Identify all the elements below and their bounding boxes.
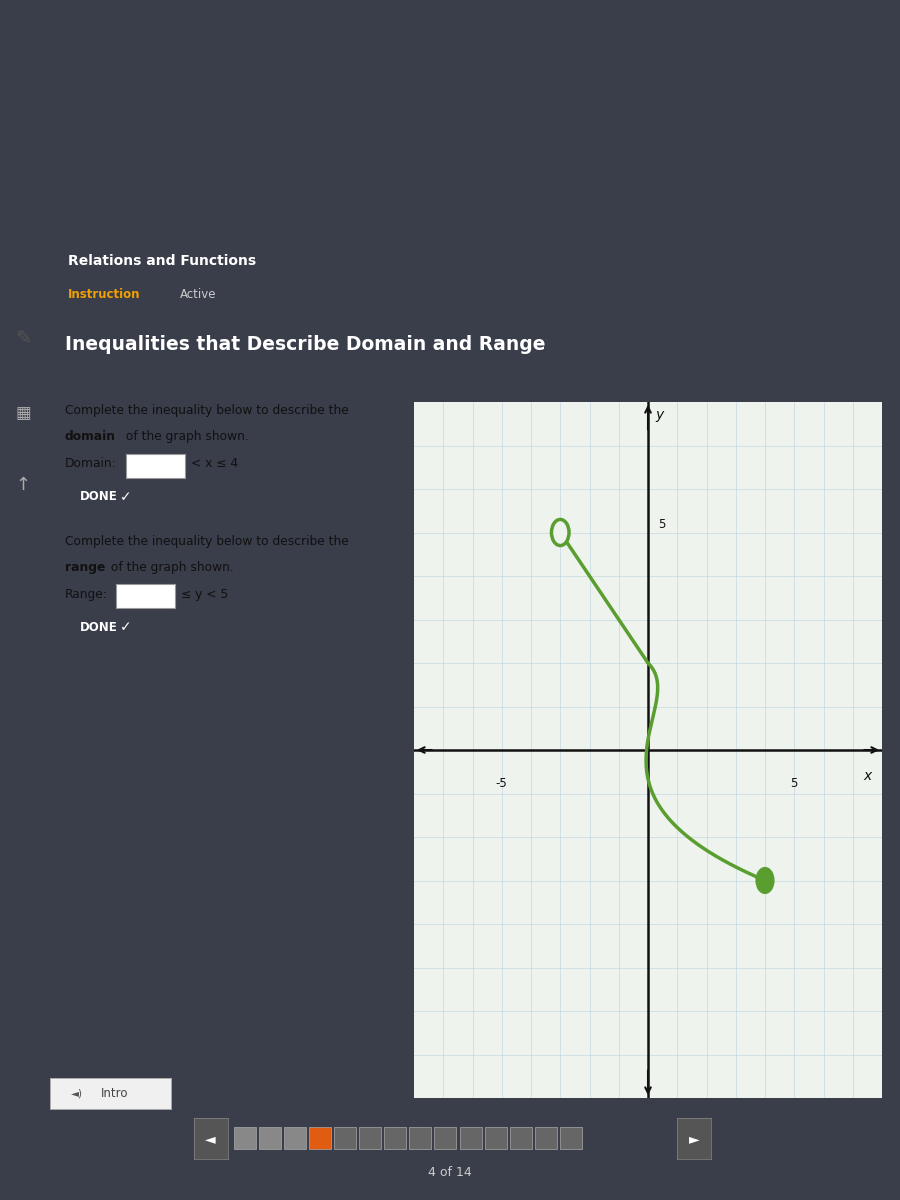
Text: -5: -5 bbox=[496, 776, 508, 790]
Text: ✓: ✓ bbox=[120, 490, 131, 504]
Bar bbox=[484, 1127, 507, 1148]
Text: ◄): ◄) bbox=[71, 1088, 84, 1098]
Bar bbox=[535, 1127, 557, 1148]
Text: Instruction: Instruction bbox=[68, 288, 140, 300]
Text: ↑: ↑ bbox=[16, 476, 31, 494]
Text: Active: Active bbox=[180, 288, 217, 300]
Text: ►: ► bbox=[688, 1132, 699, 1146]
Text: Domain:: Domain: bbox=[65, 457, 116, 470]
Text: ◄: ◄ bbox=[205, 1132, 216, 1146]
Text: 5: 5 bbox=[658, 518, 666, 532]
Bar bbox=[460, 1127, 482, 1148]
Text: domain: domain bbox=[65, 431, 116, 443]
Bar bbox=[234, 1127, 256, 1148]
Text: x: x bbox=[863, 769, 871, 784]
Circle shape bbox=[757, 869, 773, 893]
Text: Relations and Functions: Relations and Functions bbox=[68, 254, 256, 268]
Bar bbox=[435, 1127, 456, 1148]
Bar bbox=[384, 1127, 407, 1148]
Bar bbox=[410, 1127, 431, 1148]
Text: DONE: DONE bbox=[79, 491, 117, 503]
Text: DONE: DONE bbox=[79, 622, 117, 634]
Bar bbox=[310, 1127, 331, 1148]
Text: 4 of 14: 4 of 14 bbox=[428, 1166, 472, 1178]
Text: of the graph shown.: of the graph shown. bbox=[107, 562, 234, 574]
Text: y: y bbox=[655, 408, 664, 422]
Text: range: range bbox=[65, 562, 105, 574]
Text: of the graph shown.: of the graph shown. bbox=[122, 431, 248, 443]
Bar bbox=[359, 1127, 382, 1148]
Text: ▦: ▦ bbox=[15, 404, 32, 422]
Bar bbox=[334, 1127, 356, 1148]
Text: Range:: Range: bbox=[65, 588, 108, 600]
Text: ≤ y < 5: ≤ y < 5 bbox=[181, 588, 229, 600]
Text: 5: 5 bbox=[790, 776, 798, 790]
Text: < x ≤ 4: < x ≤ 4 bbox=[191, 457, 238, 470]
Bar bbox=[284, 1127, 306, 1148]
Circle shape bbox=[552, 520, 569, 546]
Bar bbox=[259, 1127, 281, 1148]
Text: ✓: ✓ bbox=[120, 620, 131, 635]
Text: ✎: ✎ bbox=[15, 330, 32, 348]
Bar bbox=[509, 1127, 532, 1148]
Text: Complete the inequality below to describe the: Complete the inequality below to describ… bbox=[65, 535, 348, 547]
Text: Inequalities that Describe Domain and Range: Inequalities that Describe Domain and Ra… bbox=[65, 335, 545, 354]
Text: Complete the inequality below to describe the: Complete the inequality below to describ… bbox=[65, 404, 348, 416]
Bar bbox=[560, 1127, 581, 1148]
Text: Intro: Intro bbox=[101, 1087, 128, 1099]
